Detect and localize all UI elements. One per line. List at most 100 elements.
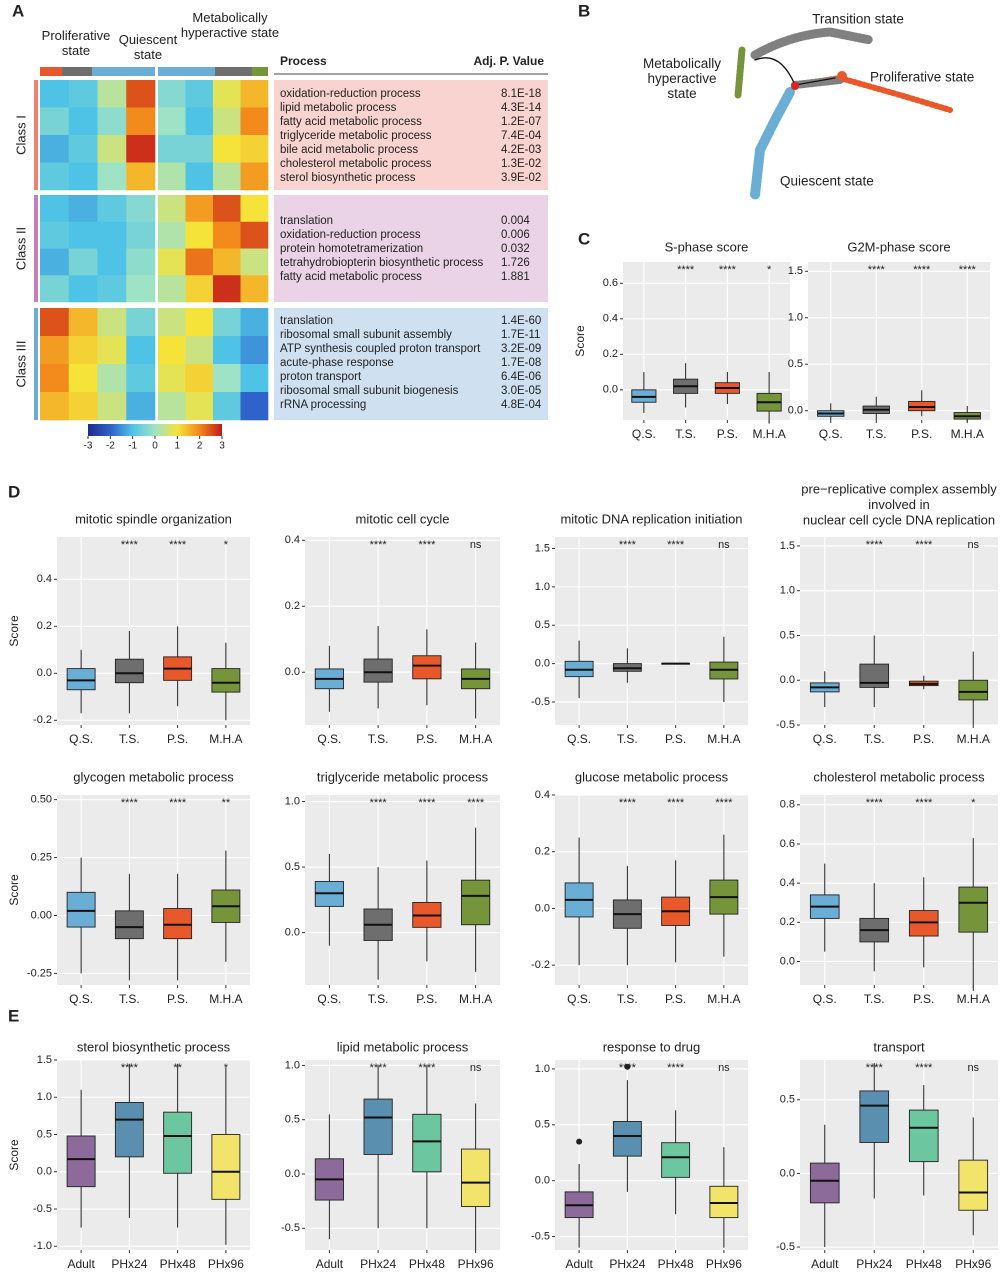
box [461,1148,491,1208]
y-tick-label: 0.0 [535,1175,550,1187]
heatmap-cell [240,162,269,191]
x-tick-label: P.S. [717,427,738,441]
x-tick-label: PHx24 [856,1257,892,1271]
heatmap-cell [158,162,186,191]
heatmap-cell [213,162,241,191]
process-name: cholesterol metabolic process [280,158,432,170]
heatmap-cell [40,364,70,393]
y-tick-label: 0.5 [780,1094,795,1106]
heatmap-cell [126,195,156,223]
significance: **** [418,797,436,809]
y-tick-label: 0.6 [603,277,618,289]
x-tick-label: PHx96 [706,1257,742,1271]
heatmap-cell [126,275,156,303]
state-label: Proliferative state [870,70,974,85]
panel-label: C [578,229,590,248]
plot-panel [555,1060,748,1250]
heatmap-cell [126,135,156,163]
process-name: sterol biosynthetic process [280,172,416,184]
y-tick-label: 1.0 [285,795,300,807]
heatmap-cell [97,107,127,136]
y-tick-label: 0.4 [37,573,52,585]
y-tick-label: -0.5 [281,1222,300,1234]
significance: **** [667,539,685,551]
heatmap-cell [158,364,186,393]
heatmap-cell [40,308,70,337]
process-name: oxidation-reduction process [280,88,421,100]
significance: **** [418,1062,436,1074]
heatmap-cell [68,248,98,276]
table-header: Process [280,54,327,68]
plot-panel [305,537,500,725]
chart-title: mitotic spindle organization [75,511,232,526]
y-tick-label: 0.0 [285,1168,300,1180]
y-tick-label: 0.2 [285,600,300,612]
process-name: ribosomal small subunit assembly [280,329,452,341]
table-backgrounds [274,73,548,420]
y-tick-label: 0.50 [31,794,52,806]
significance: ns [967,539,979,551]
significance: ns [470,1062,482,1074]
significance: **** [866,539,884,551]
heatmap-cell [240,275,269,303]
heatmap-cell [40,80,70,108]
y-tick-label: 0.0 [780,674,795,686]
y-tick-label: 1.5 [37,1054,52,1066]
significance: **** [915,1062,933,1074]
y-tick-label: 0.0 [788,405,803,417]
heatmap-cell [240,308,269,337]
heatmap-cell [240,392,269,421]
heatmap-cell [185,275,214,303]
p-value: 0.004 [501,215,530,227]
x-tick-label: P.S. [167,732,188,746]
y-tick-label: -0.5 [776,1241,795,1253]
x-tick-label: Q.S. [813,992,837,1006]
significance: **** [667,797,685,809]
x-tick-label: T.S. [119,732,140,746]
chart-title: mitotic DNA replication initiation [560,511,742,526]
colorbar-label: -1 [128,441,137,452]
heatmap-cell [68,308,98,337]
heatmap-cell [185,221,214,249]
chart-title: involved in [868,497,929,512]
heatmap-cell [97,308,127,337]
significance: **** [619,1062,637,1074]
heatmap-cell [68,336,98,365]
heatmap-cell [185,107,214,136]
x-tick-label: PHx48 [658,1257,694,1271]
x-tick-label: T.S. [675,427,696,441]
box [114,910,144,940]
x-tick-label: M.H.A [707,732,740,746]
x-tick-label: M.H.A [209,732,242,746]
y-tick-label: 0.5 [535,1119,550,1131]
process-name: proton transport [280,371,362,383]
x-tick-label: T.S. [864,732,885,746]
y-tick-label: 1.0 [285,1059,300,1071]
heatmap-cell [158,275,186,303]
heatmap-cell [185,162,214,191]
heatmap-cell [213,195,241,223]
y-axis-label: Score [7,874,21,906]
table-header: Adj. P. Value [474,54,545,68]
chart-title: S-phase score [665,239,749,254]
y-tick-label: 0.0 [37,1166,52,1178]
heatmap-cell [97,162,127,191]
box [461,879,491,926]
x-tick-label: Q.S. [813,732,837,746]
x-tick-label: T.S. [617,732,638,746]
box [412,1113,442,1173]
x-tick-label: P.S. [665,992,686,1006]
heatmap-cell [126,107,156,136]
state-label: Quiescent state [780,174,874,189]
significance: **** [370,539,388,551]
trajectory-plot [734,27,953,200]
chart-title: glycogen metabolic process [73,769,234,784]
box [66,891,96,928]
significance: ns [718,539,730,551]
y-tick-label: 0.2 [780,916,795,928]
heatmap-cell [40,195,70,223]
p-value: 1.7E-11 [501,329,540,341]
heatmap-cell [158,107,186,136]
y-tick-label: 0.2 [37,620,52,632]
